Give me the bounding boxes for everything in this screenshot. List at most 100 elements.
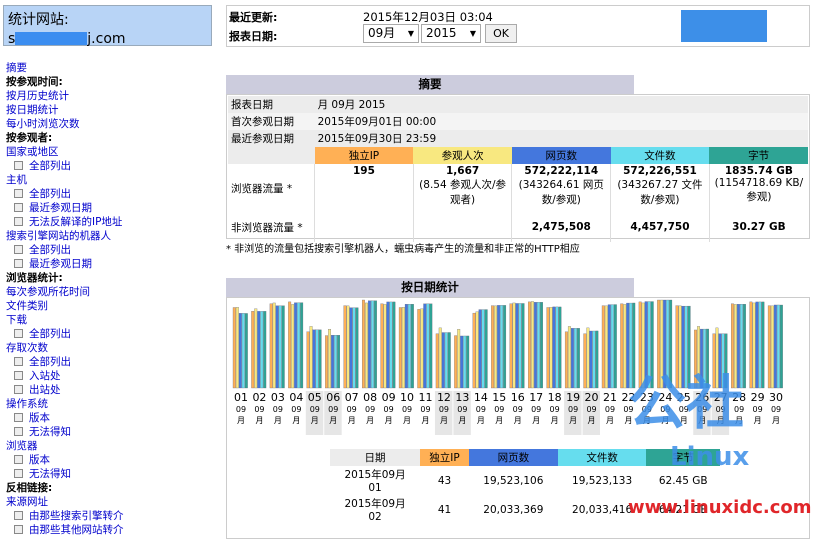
bar: [758, 301, 762, 389]
year-select[interactable]: 2015 ▼: [421, 24, 481, 43]
x-tick-month: 09: [254, 405, 264, 414]
traffic-value: 1835.74 GB: [724, 165, 793, 177]
x-tick-unit: 月: [532, 416, 540, 425]
nav-item[interactable]: 入站处: [6, 369, 216, 383]
bar: [552, 306, 556, 389]
bar: [232, 307, 236, 389]
bar: [512, 302, 516, 389]
nav-item[interactable]: 文件类别: [6, 300, 48, 312]
footnote: * 非浏览的流量包括搜索引擎机器人，蠕虫病毒产生的流量和非正常的HTTP相应: [226, 244, 580, 255]
daily-cell: 2015年09月 02: [330, 495, 420, 524]
nav-item[interactable]: 由那些搜索引擎转介: [6, 509, 216, 523]
nav-item[interactable]: 出站处: [6, 383, 216, 397]
nav-item[interactable]: 全部列出: [6, 159, 216, 173]
nav-item[interactable]: 无法得知: [6, 425, 216, 439]
nav-item[interactable]: 主机: [6, 174, 27, 186]
bar: [367, 300, 371, 389]
nav-item[interactable]: 无法得知: [6, 467, 216, 481]
nav-item[interactable]: 全部列出: [6, 243, 216, 257]
month-select[interactable]: 09月 ▼: [363, 24, 419, 43]
x-tick-unit: 月: [624, 416, 632, 425]
bar: [767, 305, 771, 389]
nav-item[interactable]: 操作系统: [6, 398, 48, 410]
bar: [721, 333, 725, 389]
x-tick-unit: 月: [569, 416, 577, 425]
daily-head: 日期 独立IP 网页数 文件数 字节: [330, 449, 720, 466]
nav-item[interactable]: 摘要: [6, 62, 27, 74]
nav-item[interactable]: 由那些其他网站转介: [6, 523, 216, 537]
nav-item[interactable]: 浏览器: [6, 440, 38, 452]
chart: 0109月0209月0309月0409月0509月0609月0709月0809月…: [232, 299, 783, 435]
weekend-bg: [453, 391, 471, 435]
x-tick-label: 23: [640, 391, 654, 404]
daily-text: 19,523,133: [572, 474, 633, 487]
x-tick-label: 10: [400, 391, 414, 404]
weekend-bg: [582, 391, 600, 435]
x-tick-month: 09: [347, 405, 357, 414]
x-tick-month: 09: [273, 405, 283, 414]
nav-item[interactable]: 搜索引擎网站的机器人: [6, 230, 111, 242]
bar: [349, 307, 353, 389]
traffic-value: 195: [352, 165, 375, 177]
nav-item[interactable]: 最近参观日期: [6, 201, 216, 215]
bar: [463, 335, 467, 389]
bar: [755, 301, 759, 389]
bar: [447, 332, 451, 389]
bar: [334, 335, 337, 389]
nav-item[interactable]: 版本: [6, 411, 216, 425]
nav-item[interactable]: 全部列出: [6, 355, 216, 369]
traffic-cell: 2,475,508: [511, 212, 611, 242]
x-tick-month: 09: [402, 405, 412, 414]
month: 09月: [368, 26, 396, 40]
bar: [644, 301, 648, 389]
nav-item[interactable]: 下载: [6, 314, 27, 326]
nav-item[interactable]: 国家或地区: [6, 146, 59, 158]
bar: [392, 301, 396, 389]
updated: 2015年12月03日 03:04: [363, 10, 493, 24]
column-head: 独立IP: [314, 147, 414, 164]
bar: [386, 301, 390, 389]
traffic-note: (1154718.69 KB/参观): [714, 177, 804, 203]
x-tick-unit: 月: [588, 416, 596, 425]
nav-item[interactable]: 来源网址: [6, 496, 48, 508]
daily-row: 2015年09月 02 41 20,033,369 20,033,416 64.21 GB: [330, 495, 720, 524]
nav-item[interactable]: 按月历史统计: [6, 90, 69, 102]
bar: [429, 303, 433, 389]
bar: [364, 302, 368, 389]
bar: [586, 327, 590, 389]
bar: [398, 307, 402, 389]
x-tick-label: 17: [529, 391, 543, 404]
header-box: 最近更新: 2015年12月03日 03:04 报表日期: 09月 ▼ 2015 ▼…: [226, 5, 810, 47]
nav-item[interactable]: 最近参观日期: [6, 257, 216, 271]
x-tick-month: 09: [476, 405, 486, 414]
bar: [736, 304, 740, 389]
bar: [260, 311, 264, 389]
traffic-cell: 1,667 (8.54 参观人次/参观者): [412, 164, 512, 212]
daily-column: 字节: [646, 449, 720, 466]
daily-cell: 64.21 GB: [646, 495, 720, 524]
column-head: 参观人次: [413, 147, 512, 164]
nav-item[interactable]: 无法反解译的IP地址: [6, 215, 216, 229]
x-tick-label: 05: [308, 391, 322, 404]
nav-item[interactable]: 全部列出: [6, 327, 216, 341]
bar: [297, 302, 301, 389]
bar: [500, 305, 504, 389]
x-tick-label: 04: [289, 391, 303, 404]
x-tick-unit: 月: [606, 416, 614, 425]
bar: [567, 326, 571, 389]
nav-item[interactable]: 版本: [6, 453, 216, 467]
nav-item[interactable]: 全部列出: [6, 187, 216, 201]
nav-item[interactable]: 存取次数: [6, 342, 48, 354]
period-label: 报表日期:: [229, 30, 278, 43]
weekend-bg: [564, 391, 582, 435]
nav-item[interactable]: 每小时浏览次数: [6, 118, 80, 130]
traffic-row: 浏览器流量 * 195 1,667 (8.54 参观人次/参观者) 572,222,11…: [228, 164, 808, 212]
bar: [343, 305, 347, 389]
ok-button[interactable]: OK: [485, 24, 517, 43]
bar: [404, 304, 408, 389]
nav-item[interactable]: 按日期统计: [6, 104, 59, 116]
daily-text: 20,033,369: [483, 503, 544, 516]
daily-cell: 2015年09月 01: [330, 466, 420, 495]
bar: [494, 305, 498, 389]
nav-item[interactable]: 每次参观所花时间: [6, 286, 90, 298]
